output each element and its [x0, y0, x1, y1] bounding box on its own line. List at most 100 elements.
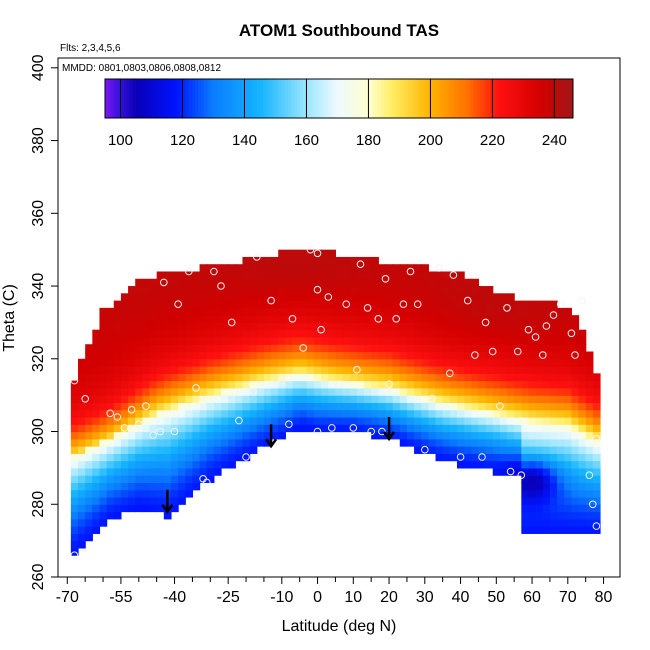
heatmap-cell	[271, 351, 279, 360]
heatmap-cell	[256, 293, 265, 302]
heatmap-cell	[514, 336, 522, 345]
heatmap-cell	[306, 344, 315, 353]
heatmap-cell	[571, 489, 580, 498]
heatmap-cell	[471, 380, 480, 389]
heatmap-cell	[378, 322, 387, 331]
heatmap-cell	[371, 329, 379, 338]
heatmap-cell	[456, 366, 465, 374]
heatmap-cell	[306, 358, 315, 367]
heatmap-cell	[564, 322, 572, 331]
heatmap-cell	[578, 402, 587, 411]
y-tick-label: 280	[30, 491, 47, 518]
heatmap-cell	[249, 322, 258, 331]
heatmap-cell	[235, 307, 244, 316]
heatmap-cell	[206, 286, 215, 294]
heatmap-cell	[335, 358, 344, 367]
heatmap-cell	[499, 336, 508, 345]
heatmap-cell	[106, 482, 115, 491]
heatmap-cell	[263, 431, 272, 440]
colorbar-cell	[514, 79, 518, 118]
heatmap-cell	[106, 489, 115, 498]
heatmap-cell	[328, 395, 337, 404]
heatmap-cell	[492, 424, 501, 433]
sample-point	[421, 445, 429, 454]
heatmap-cell	[492, 460, 501, 469]
heatmap-cell	[442, 424, 451, 433]
heatmap-cell	[392, 286, 401, 294]
colorbar-cell	[346, 79, 351, 118]
heatmap-cell	[242, 256, 251, 265]
heatmap-cell	[142, 424, 151, 433]
heatmap-cell	[78, 533, 86, 542]
heatmap-cell	[271, 387, 279, 396]
sample-point	[363, 304, 372, 312]
heatmap-cell	[378, 351, 387, 360]
heatmap-cell	[278, 300, 286, 309]
heatmap-cell	[185, 416, 194, 425]
heatmap-cell	[278, 358, 286, 367]
heatmap-cell	[263, 300, 272, 309]
heatmap-cell	[271, 256, 279, 265]
heatmap-cell	[435, 300, 444, 309]
colorbar-cell	[111, 79, 115, 118]
colorbar-cell	[507, 79, 512, 118]
heatmap-cell	[170, 286, 179, 294]
heatmap-cell	[170, 467, 179, 476]
heatmap-cell	[428, 336, 437, 345]
heatmap-cell	[306, 409, 315, 418]
heatmap-cell	[499, 453, 508, 462]
heatmap-cell	[449, 271, 458, 280]
heatmap-cell	[199, 402, 208, 411]
heatmap-cell	[471, 278, 480, 287]
heatmap-cell	[271, 358, 279, 367]
heatmap-cell	[528, 482, 537, 491]
heatmap-cell	[442, 380, 451, 389]
heatmap-cell	[464, 336, 472, 345]
heatmap-cell	[435, 293, 444, 302]
heatmap-cell	[521, 416, 530, 425]
heatmap-cell	[449, 366, 458, 374]
heatmap-cell	[521, 518, 530, 527]
heatmap-cell	[199, 264, 208, 273]
heatmap-cell	[321, 300, 329, 309]
heatmap-cell	[113, 446, 122, 454]
heatmap-cell	[564, 438, 572, 447]
heatmap-cell	[578, 475, 587, 484]
heatmap-cell	[306, 366, 315, 374]
heatmap-cell	[421, 351, 429, 360]
heatmap-cell	[585, 504, 594, 513]
sample-point	[285, 420, 293, 429]
heatmap-cell	[356, 358, 365, 367]
heatmap-cell	[485, 438, 494, 447]
heatmap-cell	[78, 540, 86, 549]
heatmap-cell	[378, 416, 387, 425]
colorbar-cell	[213, 79, 218, 118]
heatmap-cell	[492, 300, 501, 309]
heatmap-cell	[514, 453, 522, 462]
heatmap-cell	[128, 380, 136, 389]
colorbar-cell	[253, 79, 258, 118]
heatmap-cell	[185, 286, 194, 294]
heatmap-cell	[213, 344, 222, 353]
heatmap-cell	[299, 278, 308, 287]
heatmap-cell	[371, 300, 379, 309]
heatmap-cell	[156, 446, 165, 454]
heatmap-cell	[342, 278, 351, 287]
heatmap-cell	[128, 322, 136, 331]
heatmap-cell	[85, 504, 93, 513]
heatmap-cell	[399, 416, 408, 425]
flight-arrows	[161, 416, 396, 514]
heatmap-cell	[528, 373, 537, 382]
heatmap-cell	[456, 336, 465, 345]
heatmap-cell	[535, 496, 544, 505]
heatmap-cell	[92, 387, 101, 396]
heatmap-cell	[92, 402, 101, 411]
heatmap-cell	[313, 329, 322, 338]
heatmap-cell	[399, 438, 408, 447]
colorbar-cell	[309, 79, 314, 118]
heatmap-cell	[271, 373, 279, 382]
heatmap-cell	[328, 300, 337, 309]
heatmap-cell	[456, 402, 465, 411]
y-axis-title: Theta (C)	[1, 284, 18, 352]
heatmap-cell	[313, 358, 322, 367]
